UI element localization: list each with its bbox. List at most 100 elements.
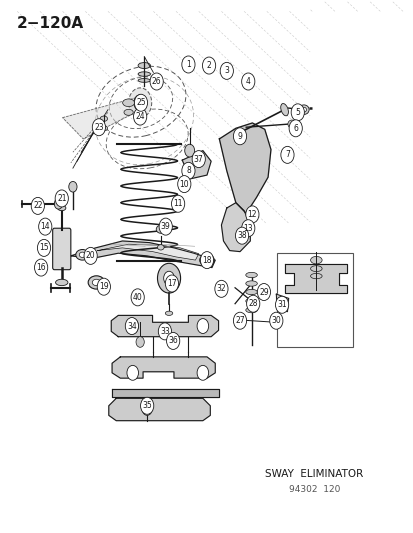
- Text: 9: 9: [237, 132, 242, 141]
- Circle shape: [69, 181, 77, 192]
- Ellipse shape: [310, 273, 321, 279]
- Circle shape: [134, 95, 146, 111]
- Circle shape: [92, 119, 105, 136]
- Circle shape: [200, 252, 213, 269]
- Circle shape: [158, 323, 171, 340]
- Text: 22: 22: [33, 201, 43, 211]
- Ellipse shape: [301, 107, 306, 112]
- Ellipse shape: [271, 318, 280, 324]
- Circle shape: [220, 62, 233, 79]
- Text: 12: 12: [247, 210, 256, 219]
- Text: 3: 3: [224, 67, 229, 75]
- Text: 23: 23: [94, 123, 104, 132]
- Text: 8: 8: [185, 166, 190, 175]
- Circle shape: [34, 259, 47, 276]
- Circle shape: [269, 312, 282, 329]
- Ellipse shape: [310, 256, 321, 264]
- Polygon shape: [112, 389, 219, 397]
- Polygon shape: [71, 241, 215, 268]
- Text: 29: 29: [259, 287, 268, 296]
- Text: 16: 16: [36, 263, 46, 272]
- Text: 30: 30: [271, 316, 280, 325]
- Circle shape: [245, 206, 259, 223]
- Polygon shape: [109, 398, 210, 421]
- Ellipse shape: [122, 99, 134, 107]
- Circle shape: [235, 227, 248, 244]
- Text: 37: 37: [193, 155, 203, 164]
- Circle shape: [233, 128, 246, 145]
- Polygon shape: [219, 123, 270, 213]
- Text: 6: 6: [292, 124, 297, 133]
- Circle shape: [233, 312, 246, 329]
- Text: 26: 26: [152, 77, 161, 86]
- Bar: [276, 253, 353, 348]
- Ellipse shape: [245, 281, 257, 286]
- Circle shape: [84, 247, 97, 264]
- Circle shape: [142, 402, 152, 415]
- Text: 31: 31: [277, 300, 286, 309]
- Ellipse shape: [203, 257, 210, 263]
- Circle shape: [140, 397, 153, 414]
- Circle shape: [127, 319, 138, 334]
- Text: 18: 18: [202, 256, 211, 264]
- Circle shape: [128, 88, 151, 118]
- Circle shape: [54, 198, 62, 209]
- Ellipse shape: [138, 62, 150, 69]
- Text: 2−120A: 2−120A: [17, 15, 84, 30]
- Polygon shape: [275, 294, 288, 312]
- Ellipse shape: [245, 272, 257, 278]
- Text: 28: 28: [248, 299, 257, 308]
- Polygon shape: [62, 96, 141, 139]
- Text: 35: 35: [142, 401, 152, 410]
- Ellipse shape: [92, 279, 100, 286]
- Ellipse shape: [245, 289, 257, 295]
- Ellipse shape: [123, 109, 133, 115]
- Text: 94302  120: 94302 120: [288, 485, 339, 494]
- Circle shape: [177, 175, 190, 192]
- Polygon shape: [285, 264, 347, 293]
- Text: 15: 15: [39, 244, 49, 253]
- Circle shape: [197, 319, 208, 334]
- Text: 2: 2: [206, 61, 211, 70]
- Circle shape: [290, 104, 304, 121]
- Circle shape: [184, 144, 194, 157]
- Text: 7: 7: [284, 150, 289, 159]
- Circle shape: [181, 56, 195, 73]
- Circle shape: [280, 147, 293, 164]
- Circle shape: [181, 163, 195, 179]
- Circle shape: [166, 333, 179, 350]
- Circle shape: [125, 318, 138, 335]
- Circle shape: [55, 190, 68, 207]
- Text: 20: 20: [85, 252, 95, 260]
- Ellipse shape: [100, 126, 107, 131]
- Circle shape: [171, 195, 184, 212]
- Ellipse shape: [199, 254, 214, 266]
- Text: 34: 34: [127, 321, 136, 330]
- Ellipse shape: [76, 249, 89, 260]
- Text: 25: 25: [136, 98, 145, 107]
- Circle shape: [163, 271, 174, 285]
- Text: 11: 11: [173, 199, 183, 208]
- Text: 17: 17: [167, 279, 176, 288]
- Circle shape: [241, 73, 254, 90]
- Ellipse shape: [88, 276, 104, 289]
- Circle shape: [275, 296, 288, 313]
- Ellipse shape: [280, 103, 288, 116]
- Text: 40: 40: [133, 293, 142, 302]
- Polygon shape: [111, 316, 218, 337]
- Ellipse shape: [165, 311, 172, 316]
- Ellipse shape: [245, 298, 257, 304]
- Circle shape: [246, 295, 259, 312]
- Circle shape: [241, 220, 254, 237]
- Text: 1: 1: [185, 60, 190, 69]
- Text: 13: 13: [243, 224, 252, 233]
- Ellipse shape: [138, 78, 150, 82]
- Circle shape: [288, 120, 301, 137]
- Text: 4: 4: [245, 77, 250, 86]
- Text: 5: 5: [294, 108, 299, 117]
- Text: 33: 33: [160, 327, 169, 336]
- Ellipse shape: [298, 105, 309, 115]
- Text: 39: 39: [161, 222, 170, 231]
- Circle shape: [133, 108, 146, 125]
- Text: SWAY  ELIMINATOR: SWAY ELIMINATOR: [264, 469, 363, 479]
